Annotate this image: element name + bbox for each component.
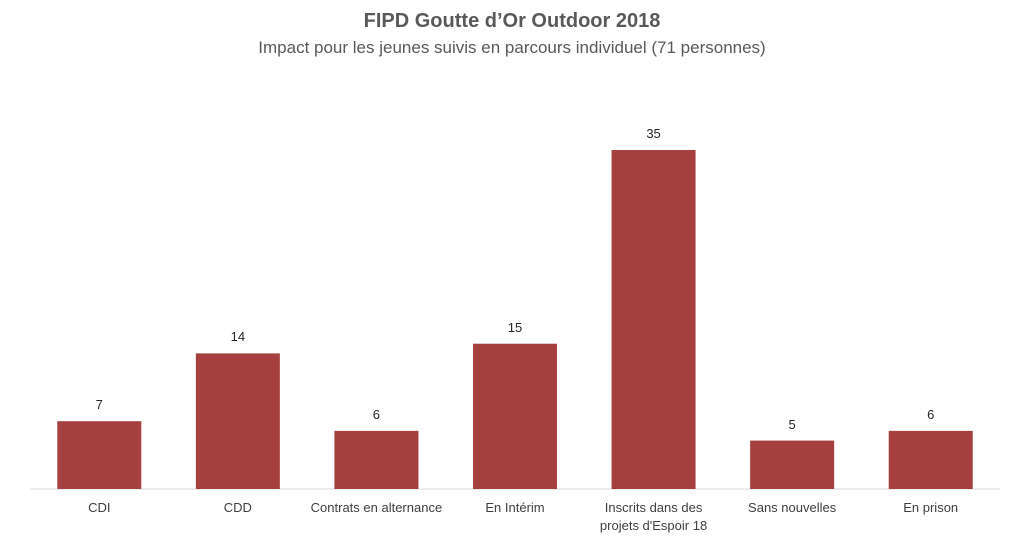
data-label: 7: [95, 397, 103, 413]
chart-subtitle: Impact pour les jeunes suivis en parcour…: [258, 38, 766, 57]
x-tick-label: Sans nouvelles: [748, 500, 837, 515]
bar: [195, 353, 280, 489]
bar: [334, 430, 419, 489]
data-label: 6: [927, 406, 935, 422]
data-label: 14: [230, 329, 246, 345]
data-label: 6: [372, 406, 381, 422]
x-tick-label: Contrats en alternance: [310, 500, 443, 515]
x-tick-label: Inscrits dans des projets d'Espoir 18: [599, 500, 708, 533]
bar: [57, 421, 142, 489]
bar: [611, 150, 696, 489]
data-label: 35: [646, 126, 661, 141]
data-label: 5: [788, 416, 796, 432]
x-tick-label: En prison: [903, 500, 959, 515]
data-label: 15: [507, 319, 523, 335]
x-tick-label: CDD: [223, 500, 252, 515]
bar: [750, 440, 835, 489]
bar: [888, 430, 973, 489]
bar: [473, 343, 557, 489]
x-tick-label: En Intérim: [485, 500, 545, 515]
x-tick-label: CDI: [88, 500, 111, 515]
chart-title: FIPD Goutte d’Or Outdoor 2018: [363, 10, 661, 32]
